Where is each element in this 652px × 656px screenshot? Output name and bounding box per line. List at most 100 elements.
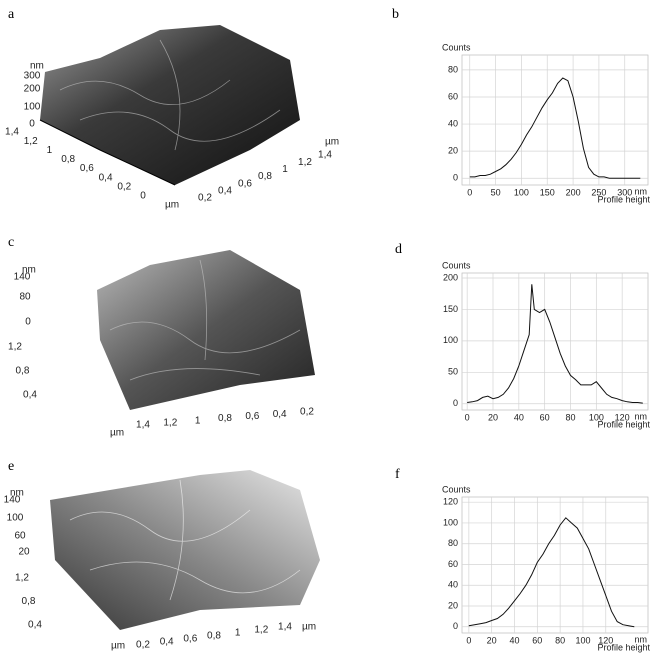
x-tick-label: 1,4 [318, 150, 332, 161]
y-tick-label: 0,8 [16, 366, 30, 377]
y-tick-label: 0,2 [117, 181, 131, 192]
x-tick-label: 1,2 [298, 157, 312, 168]
x-tick-label: 0,2 [136, 640, 150, 651]
y-tick-label: 0 [453, 398, 458, 408]
z-unit: nm [30, 61, 44, 72]
x-tick-label: 0,8 [218, 413, 232, 424]
z-tick-label: 0 [29, 119, 35, 130]
x-unit: µm [325, 137, 339, 148]
x-tick-label: 40 [514, 412, 524, 422]
x-tick-label: 1,4 [136, 420, 150, 431]
x-tick-label: 100 [589, 412, 604, 422]
y-tick-label: 120 [443, 497, 458, 507]
x-tick-label: 120 [615, 412, 630, 422]
y-axis-title: Counts [442, 260, 471, 270]
data-line [468, 517, 635, 628]
x-tick-label: 0,8 [258, 171, 272, 182]
x-tick-label: 100 [575, 635, 590, 645]
x-tick-label: 80 [555, 635, 565, 645]
y-tick-label: 100 [443, 335, 458, 345]
x-tick-label: 0,4 [218, 185, 232, 196]
z-unit: nm [22, 265, 36, 276]
x-tick-label: 0,2 [198, 193, 212, 204]
y-unit: µm [111, 641, 125, 652]
z-tick-label: 80 [19, 292, 31, 303]
y-tick-label: 50 [448, 367, 458, 377]
z-tick-label: 60 [14, 531, 26, 542]
x-tick-label: 200 [566, 187, 581, 197]
x-tick-label: 0 [465, 412, 470, 422]
afm-surface [39, 25, 320, 630]
y-tick-label: 40 [448, 580, 458, 590]
data-line [467, 284, 643, 404]
x-axis-title: Profile height [597, 642, 650, 652]
plot-frame [461, 54, 649, 186]
y-tick-label: 0,4 [28, 620, 42, 631]
x-unit: µm [302, 622, 316, 633]
y-unit: µm [165, 200, 179, 211]
y-tick-label: 0 [140, 191, 146, 202]
x-tick-label: 1 [235, 628, 241, 639]
y-tick-label: 1,4 [5, 127, 19, 138]
x-unit: nm [634, 186, 647, 196]
panel-label: b [392, 7, 399, 22]
x-tick-label: 0 [466, 635, 471, 645]
y-tick-label: 80 [448, 538, 458, 548]
x-tick-label: 0,6 [238, 178, 252, 189]
y-tick-label: 0,8 [61, 154, 75, 165]
y-axis-title: Counts [442, 484, 471, 494]
x-tick-label: 20 [487, 635, 497, 645]
panel-label: c [8, 235, 14, 250]
x-tick-label: 0,6 [245, 411, 259, 422]
y-tick-label: 150 [443, 304, 458, 314]
x-tick-label: 50 [491, 187, 501, 197]
x-unit: nm [634, 634, 647, 644]
y-tick-label: 1,2 [15, 573, 29, 584]
z-tick-label: 140 [14, 272, 31, 283]
x-tick-label: 0,4 [273, 409, 287, 420]
y-tick-label: 60 [448, 91, 458, 101]
y-tick-label: 0,6 [80, 163, 94, 174]
y-unit: µm [110, 428, 124, 439]
z-tick-label: 20 [18, 547, 30, 558]
z-tick-label: 100 [7, 513, 24, 524]
y-tick-label: 1,2 [8, 342, 22, 353]
y-tick-label: 0,4 [23, 390, 37, 401]
y-tick-label: 0,4 [99, 172, 113, 183]
y-tick-label: 40 [448, 118, 458, 128]
z-tick-label: 0 [25, 317, 31, 328]
x-tick-label: 0,6 [183, 634, 197, 645]
x-tick-label: 150 [540, 187, 555, 197]
plot-frame [461, 496, 649, 634]
y-axis-title: Counts [442, 42, 471, 52]
x-unit: nm [634, 411, 647, 421]
y-tick-label: 80 [448, 64, 458, 74]
z-tick-label: 300 [24, 71, 41, 82]
y-tick-label: 200 [443, 272, 458, 282]
z-tick-label: 100 [24, 102, 41, 113]
panel-label: a [8, 7, 15, 22]
x-tick-label: 0,8 [207, 631, 221, 642]
data-line [469, 77, 641, 179]
y-tick-label: 20 [448, 600, 458, 610]
x-tick-label: 300 [617, 187, 632, 197]
y-tick-label: 1,2 [24, 136, 38, 147]
y-tick-label: 0 [453, 621, 458, 631]
y-tick-label: 20 [448, 146, 458, 156]
panel-label: e [8, 459, 14, 474]
x-tick-label: 1,2 [163, 417, 177, 428]
panel-label: d [395, 242, 402, 257]
x-tick-label: 0 [467, 187, 472, 197]
x-axis-title: Profile height [597, 194, 650, 204]
z-tick-label: 200 [24, 84, 41, 95]
z-tick-label: 140 [4, 495, 21, 506]
x-tick-label: 120 [598, 635, 613, 645]
x-tick-label: 250 [591, 187, 606, 197]
x-tick-label: 80 [565, 412, 575, 422]
x-axis-title: Profile height [597, 419, 650, 429]
x-tick-label: 100 [514, 187, 529, 197]
x-tick-label: 60 [540, 412, 550, 422]
